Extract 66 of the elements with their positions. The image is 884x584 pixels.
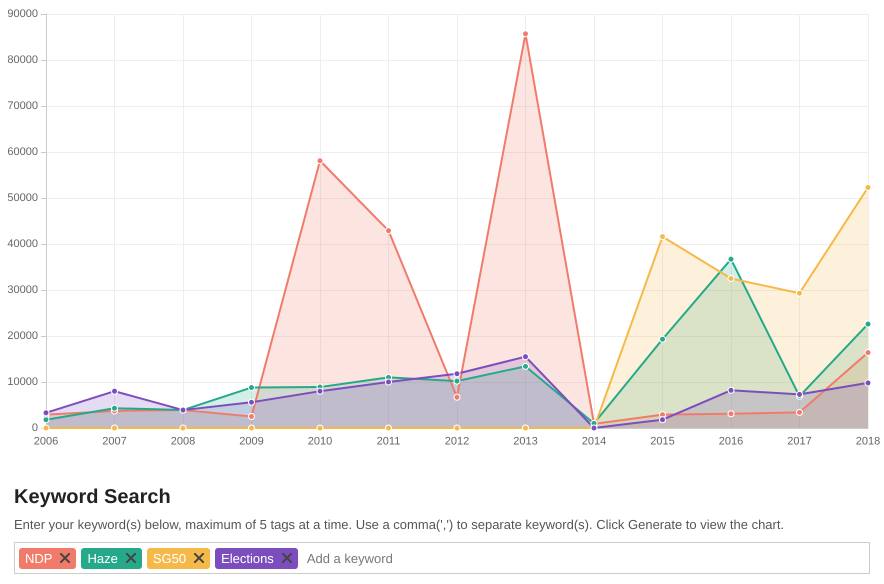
point [248, 424, 255, 432]
point [796, 290, 803, 297]
point [316, 424, 324, 432]
point [316, 157, 324, 164]
point [659, 233, 666, 240]
point [454, 370, 460, 378]
point [111, 424, 118, 432]
point [454, 394, 460, 401]
point [728, 275, 734, 282]
point [385, 378, 392, 386]
point [522, 424, 529, 432]
y-tick-label: 20000 [7, 330, 38, 342]
point [385, 424, 392, 432]
point [659, 416, 666, 424]
y-tick-label: 10000 [7, 376, 38, 388]
point [454, 378, 460, 385]
point [111, 388, 118, 395]
x-tick-label: 2016 [718, 436, 744, 448]
y-tick-label: 60000 [7, 146, 38, 158]
point [864, 349, 872, 356]
y-tick-label: 50000 [7, 192, 38, 204]
x-tick-label: 2008 [170, 436, 196, 448]
text: Enter your keyword(s) below, maximum of 5 tags at a time. Use a comma(',') to separate keyword(s). Click Generate to view the chart. [14, 517, 786, 532]
point [248, 413, 255, 420]
point [728, 410, 734, 418]
text: Elections [221, 550, 274, 566]
point [728, 256, 734, 263]
y-tick-label: 80000 [7, 54, 38, 66]
point [522, 30, 529, 38]
point [864, 184, 872, 191]
point [385, 227, 392, 234]
y-tick-label: 70000 [7, 100, 38, 112]
point [728, 386, 734, 394]
x-tick-label: 2009 [239, 436, 264, 448]
text: Keyword Search [14, 486, 172, 509]
point [454, 424, 460, 432]
text: SG50 [152, 550, 186, 566]
x-tick-label: 2015 [650, 436, 675, 448]
point [522, 353, 529, 360]
x-tick-label: 2013 [513, 436, 538, 448]
y-tick-label: 40000 [7, 238, 38, 250]
y-tick-label: 30000 [7, 284, 38, 296]
point [864, 320, 872, 328]
point [864, 379, 872, 386]
point [180, 424, 186, 432]
x-tick-label: 2014 [582, 436, 606, 448]
x-tick-label: 2011 [376, 436, 400, 448]
y-tick-label: 0 [32, 422, 38, 434]
text: NDP [25, 550, 52, 566]
x-tick-label: 2007 [102, 436, 127, 448]
point [522, 362, 529, 370]
point [796, 408, 803, 416]
point [248, 398, 255, 406]
text: Haze [87, 550, 118, 566]
point [248, 384, 255, 392]
point [111, 404, 118, 412]
point [659, 336, 666, 343]
x-tick-label: 2010 [308, 436, 332, 448]
y-tick-label: 90000 [7, 8, 38, 20]
x-tick-label: 2018 [856, 436, 880, 448]
x-tick-label: 2006 [34, 436, 58, 448]
x-tick-label: 2012 [444, 436, 470, 448]
x-tick-label: 2017 [787, 436, 812, 448]
point [316, 388, 324, 395]
text: Add a keyword [306, 550, 393, 566]
point [42, 416, 50, 424]
